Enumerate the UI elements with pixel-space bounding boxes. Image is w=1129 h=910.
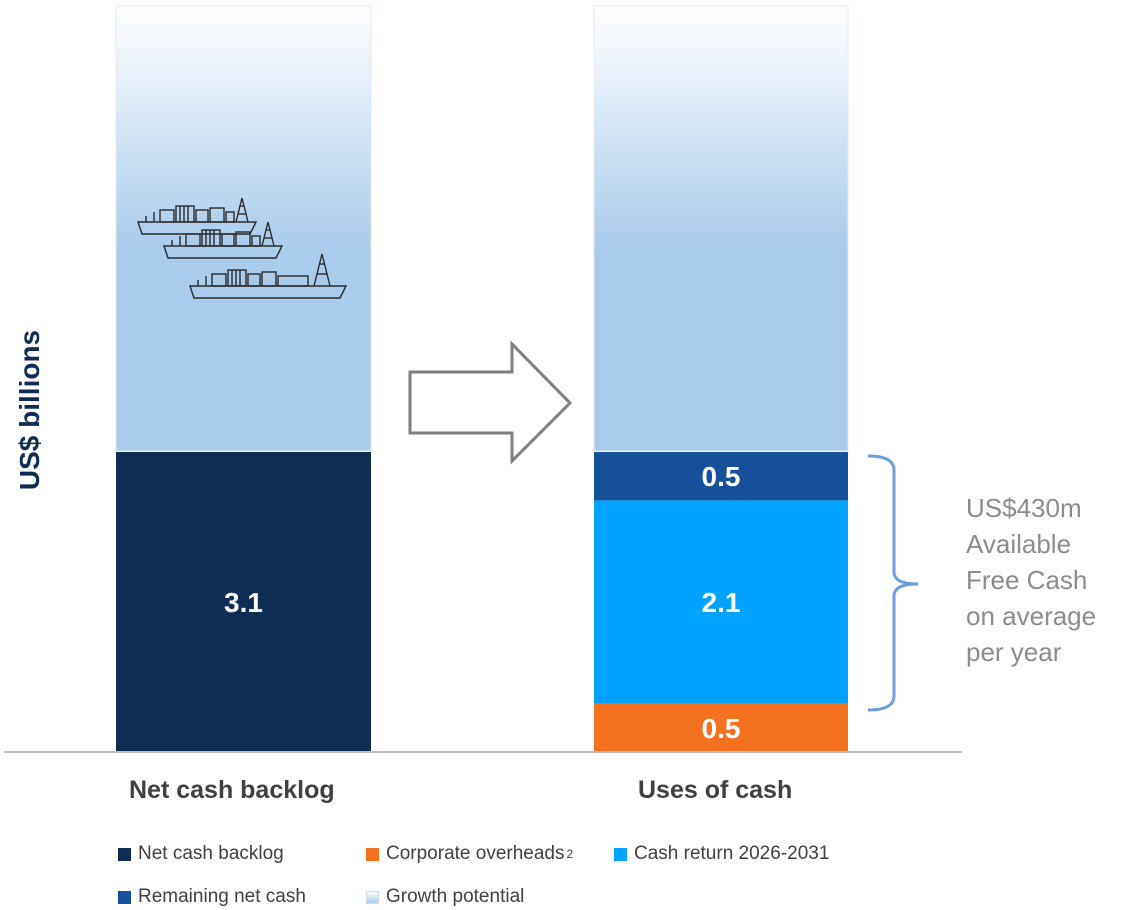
category-label-uses-of-cash: Uses of cash [638,776,793,804]
annotation-callout: US$430m Available Free Cash on average p… [966,490,1126,670]
legend-footnote: 2 [566,847,574,861]
bar-value-label: 0.5 [702,461,741,492]
legend-swatch [366,890,379,904]
bar-value-label: 2.1 [702,587,741,618]
legend-item-corporate-overheads: Corporate overheads 2 [366,843,573,865]
legend-label: Cash return 2026-2031 [634,843,830,864]
growth-band-uses-of-cash [593,5,849,452]
legend-item-remaining-net-cash: Remaining net cash [118,886,306,908]
bar-segment [594,452,848,501]
annotation-line: Free Cash [966,565,1088,595]
growth-band-net-cash-backlog [115,5,372,452]
y-axis-label: US$ billions [14,329,45,491]
bar-group: 3.1 0.5 2.1 0.5 [116,452,848,752]
annotation-line: Available [966,529,1072,559]
legend-swatch [118,847,131,861]
bar-segment [594,500,848,704]
legend-label: Corporate overheads [386,843,565,864]
legend-swatch [118,890,131,904]
category-label-net-cash-backlog: Net cash backlog [129,776,335,804]
legend-label: Remaining net cash [138,886,306,907]
legend-item-cash-return: Cash return 2026-2031 [614,843,829,865]
legend-item-net-cash-backlog: Net cash backlog [118,843,284,865]
legend: Net cash backlog Corporate overheads 2 Ca… [118,840,1018,910]
annotation-line: on average [966,601,1097,631]
bar-value-label: 0.5 [702,713,741,744]
bar-segment [594,703,848,752]
transition-arrow-icon [408,340,573,465]
legend-label: Net cash backlog [138,843,284,864]
bar-value-label: 3.1 [224,587,263,618]
legend-label: Growth potential [386,886,525,907]
y-axis-label-container: US$ billions [8,300,52,520]
annotation-line: per year [966,637,1062,667]
bar-segment [116,452,371,752]
legend-item-growth-potential: Growth potential [366,886,524,908]
annotation-bracket [867,454,919,712]
legend-swatch [614,847,627,861]
legend-swatch [366,847,379,861]
fpso-vessels-icon [137,197,348,299]
annotation-line: US$430m [966,493,1082,523]
